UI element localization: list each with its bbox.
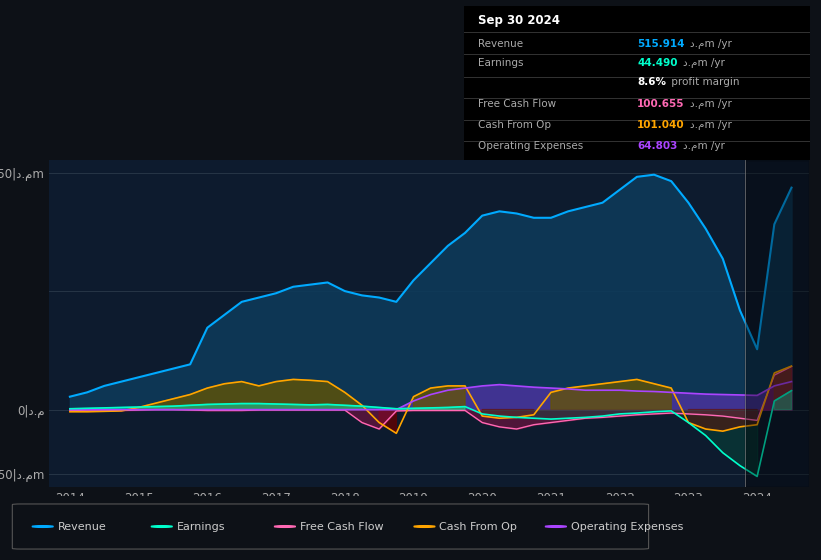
Text: Revenue: Revenue <box>478 39 523 49</box>
Text: Earnings: Earnings <box>177 521 225 531</box>
Text: Revenue: Revenue <box>57 521 106 531</box>
Circle shape <box>414 526 435 528</box>
Text: د.مm /yr: د.مm /yr <box>690 120 732 130</box>
Text: Free Cash Flow: Free Cash Flow <box>478 99 556 109</box>
Circle shape <box>151 526 172 528</box>
Text: 100.655: 100.655 <box>637 99 685 109</box>
Text: Operating Expenses: Operating Expenses <box>571 521 683 531</box>
Text: د.مm /yr: د.مm /yr <box>683 141 725 151</box>
Text: Earnings: Earnings <box>478 58 523 68</box>
Text: 64.803: 64.803 <box>637 141 677 151</box>
Text: د.مm /yr: د.مm /yr <box>690 99 732 109</box>
Text: profit margin: profit margin <box>667 77 739 87</box>
Text: 515.914: 515.914 <box>637 39 685 49</box>
Bar <box>745 160 809 487</box>
Circle shape <box>274 526 296 528</box>
Text: د.مm /yr: د.مm /yr <box>683 58 725 68</box>
Text: 8.6%: 8.6% <box>637 77 666 87</box>
Text: Operating Expenses: Operating Expenses <box>478 141 583 151</box>
Text: Cash From Op: Cash From Op <box>439 521 517 531</box>
Text: Cash From Op: Cash From Op <box>478 120 551 130</box>
Text: د.مm /yr: د.مm /yr <box>690 39 732 49</box>
Circle shape <box>32 526 53 528</box>
Text: 44.490: 44.490 <box>637 58 677 68</box>
Text: 101.040: 101.040 <box>637 120 685 130</box>
Text: Free Cash Flow: Free Cash Flow <box>300 521 383 531</box>
Text: Sep 30 2024: Sep 30 2024 <box>478 14 560 27</box>
Circle shape <box>545 526 566 528</box>
